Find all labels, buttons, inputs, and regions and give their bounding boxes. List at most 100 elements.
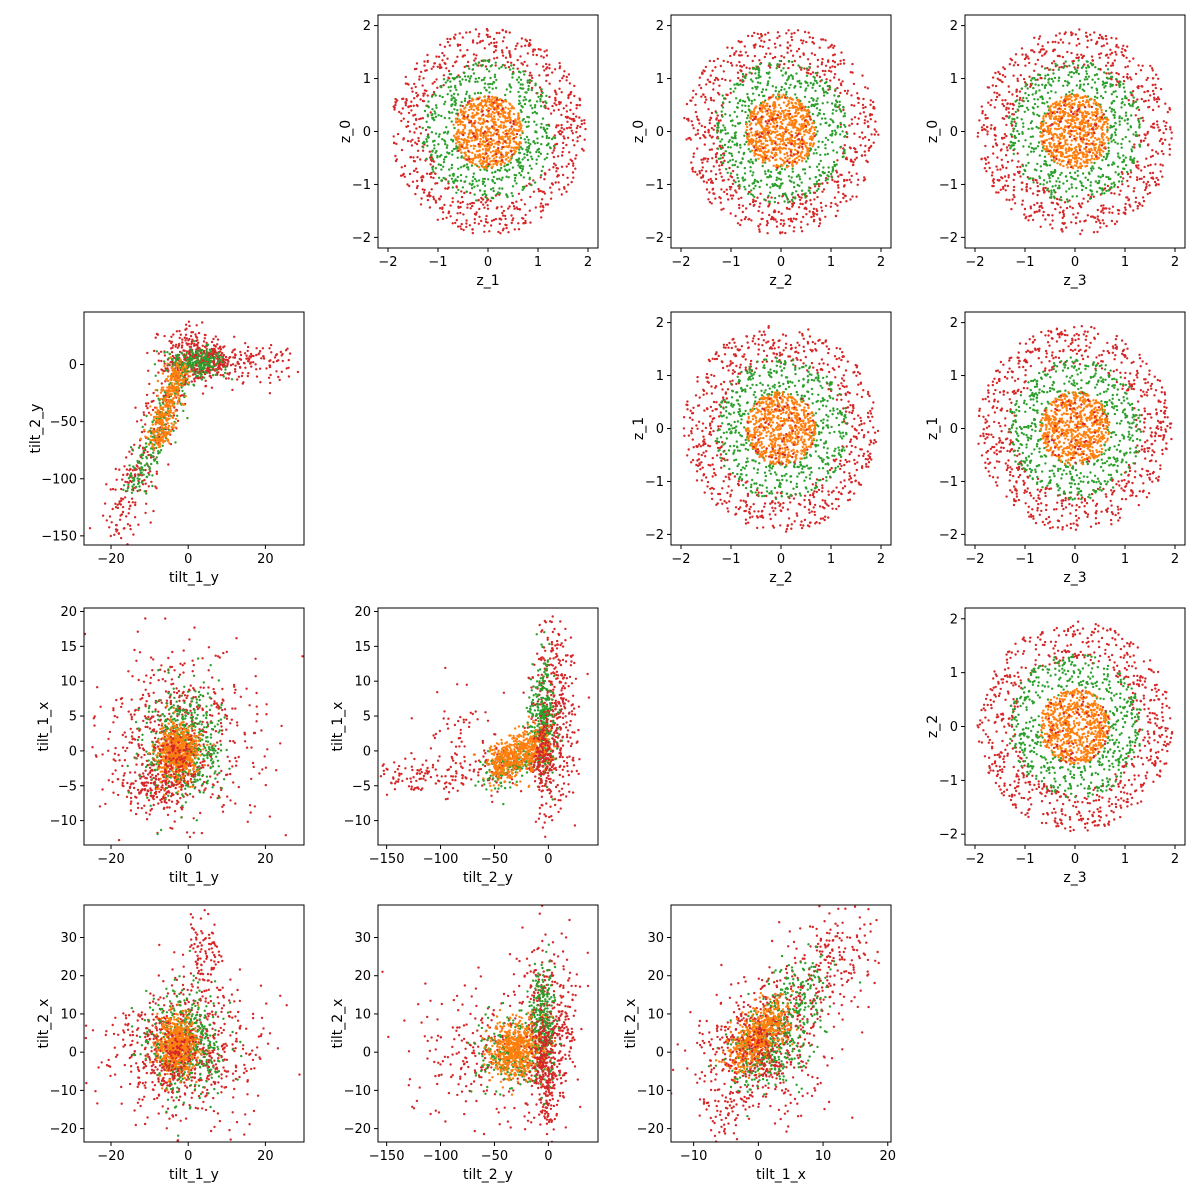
data-point	[472, 147, 476, 150]
data-point	[785, 32, 788, 35]
data-point	[1080, 53, 1083, 56]
data-point	[855, 172, 858, 175]
data-point	[1054, 207, 1057, 211]
data-point	[1021, 164, 1025, 168]
data-point	[778, 127, 782, 130]
data-point	[807, 105, 810, 109]
data-point	[861, 103, 865, 107]
data-point	[508, 141, 511, 145]
data-point	[446, 151, 449, 154]
data-point	[482, 177, 485, 181]
data-point	[498, 177, 501, 180]
data-point	[501, 107, 504, 111]
data-point	[984, 113, 987, 117]
data-point	[792, 217, 796, 220]
data-point	[779, 106, 782, 110]
data-point	[789, 136, 792, 139]
data-point	[752, 138, 755, 142]
data-point	[494, 142, 497, 145]
data-point	[480, 201, 483, 204]
data-point	[784, 194, 788, 197]
data-point	[535, 112, 538, 115]
data-point	[507, 231, 510, 234]
data-point	[477, 142, 480, 146]
data-point	[546, 203, 550, 206]
data-point	[1074, 222, 1078, 225]
data-point	[1069, 205, 1072, 208]
data-point	[796, 134, 799, 137]
data-point	[1104, 64, 1108, 67]
data-point	[755, 77, 758, 80]
data-point	[1170, 131, 1173, 134]
data-point	[1099, 68, 1102, 71]
data-point	[1005, 146, 1009, 149]
data-point	[747, 148, 750, 151]
data-point	[701, 72, 704, 76]
data-point	[996, 156, 999, 159]
data-point	[741, 157, 744, 161]
data-point	[513, 149, 516, 152]
data-point	[463, 125, 467, 128]
data-point	[721, 94, 724, 97]
data-point	[563, 137, 566, 140]
data-point	[800, 156, 803, 159]
data-point	[1159, 137, 1163, 141]
data-point	[790, 130, 793, 133]
data-point	[756, 118, 759, 122]
data-point	[545, 134, 549, 138]
data-point	[434, 112, 437, 115]
data-point	[477, 35, 480, 38]
data-point	[854, 148, 857, 151]
data-point	[416, 149, 420, 152]
data-point	[1155, 97, 1159, 101]
data-point	[477, 97, 480, 101]
data-point	[451, 111, 454, 114]
data-point	[456, 212, 459, 215]
data-point	[706, 78, 709, 82]
data-point	[488, 100, 491, 104]
data-point	[1048, 180, 1052, 183]
data-point	[796, 183, 799, 187]
data-point	[554, 164, 557, 167]
data-point	[540, 55, 543, 58]
data-point	[813, 198, 816, 201]
data-point	[407, 111, 411, 115]
data-point	[508, 112, 511, 115]
data-point	[493, 41, 496, 45]
data-point	[412, 159, 416, 163]
data-point	[1091, 59, 1094, 62]
data-point	[774, 46, 777, 49]
data-point	[561, 130, 564, 134]
data-point	[833, 76, 836, 79]
data-point	[461, 104, 464, 108]
data-point	[515, 182, 518, 185]
data-point	[709, 117, 713, 120]
data-point	[1155, 100, 1159, 104]
data-point	[829, 118, 832, 121]
data-point	[1105, 53, 1109, 56]
data-point	[552, 144, 556, 148]
data-point	[434, 115, 438, 119]
data-point	[1121, 172, 1124, 175]
data-point	[491, 87, 494, 90]
data-point	[776, 130, 779, 133]
data-point	[473, 212, 477, 216]
data-point	[808, 177, 812, 180]
data-point	[809, 137, 813, 140]
data-point	[508, 83, 511, 86]
data-point	[791, 161, 794, 164]
data-point	[788, 224, 791, 228]
data-point	[791, 202, 794, 205]
data-point	[434, 199, 437, 202]
data-point	[786, 79, 789, 82]
data-point	[761, 88, 765, 91]
data-point	[816, 97, 819, 100]
data-point	[478, 189, 482, 192]
data-point	[729, 194, 732, 197]
data-point	[787, 102, 791, 105]
data-point	[779, 232, 782, 235]
data-point	[431, 140, 435, 143]
data-point	[504, 223, 507, 226]
data-point	[524, 70, 527, 73]
data-point	[1136, 207, 1139, 210]
